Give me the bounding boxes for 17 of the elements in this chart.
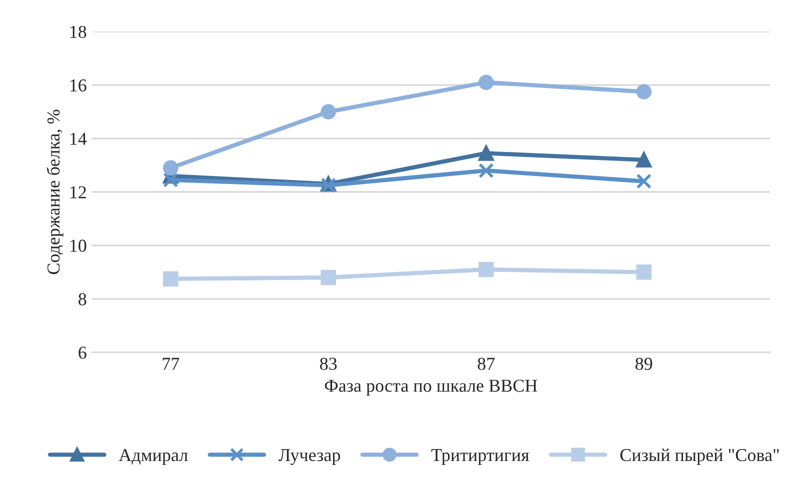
y-tick-label: 8 — [78, 293, 86, 306]
legend-label: Адмирал — [118, 449, 188, 465]
x-tick-label: 77 — [162, 358, 180, 370]
y-tick-label: 12 — [70, 186, 86, 198]
y-tick-label: 16 — [70, 79, 86, 92]
x-axis-title: Фаза роста по шкале BBCH — [324, 380, 538, 396]
y-tick-label: 10 — [70, 240, 86, 252]
y-tick-label: 18 — [70, 26, 86, 38]
x-tick-label: 89 — [636, 358, 652, 370]
y-tick-label: 14 — [70, 132, 87, 145]
x-tick-label: 83 — [320, 358, 337, 370]
x-tick-label: 87 — [478, 358, 495, 370]
legend-label: Тритиртигия — [431, 449, 530, 465]
legend-label: Лучезар — [278, 449, 340, 465]
legend-label: Сизый пырей "Сова" — [620, 448, 779, 465]
y-axis-title: Содержание белка, % — [46, 110, 64, 274]
y-tick-label: 6 — [78, 346, 86, 359]
